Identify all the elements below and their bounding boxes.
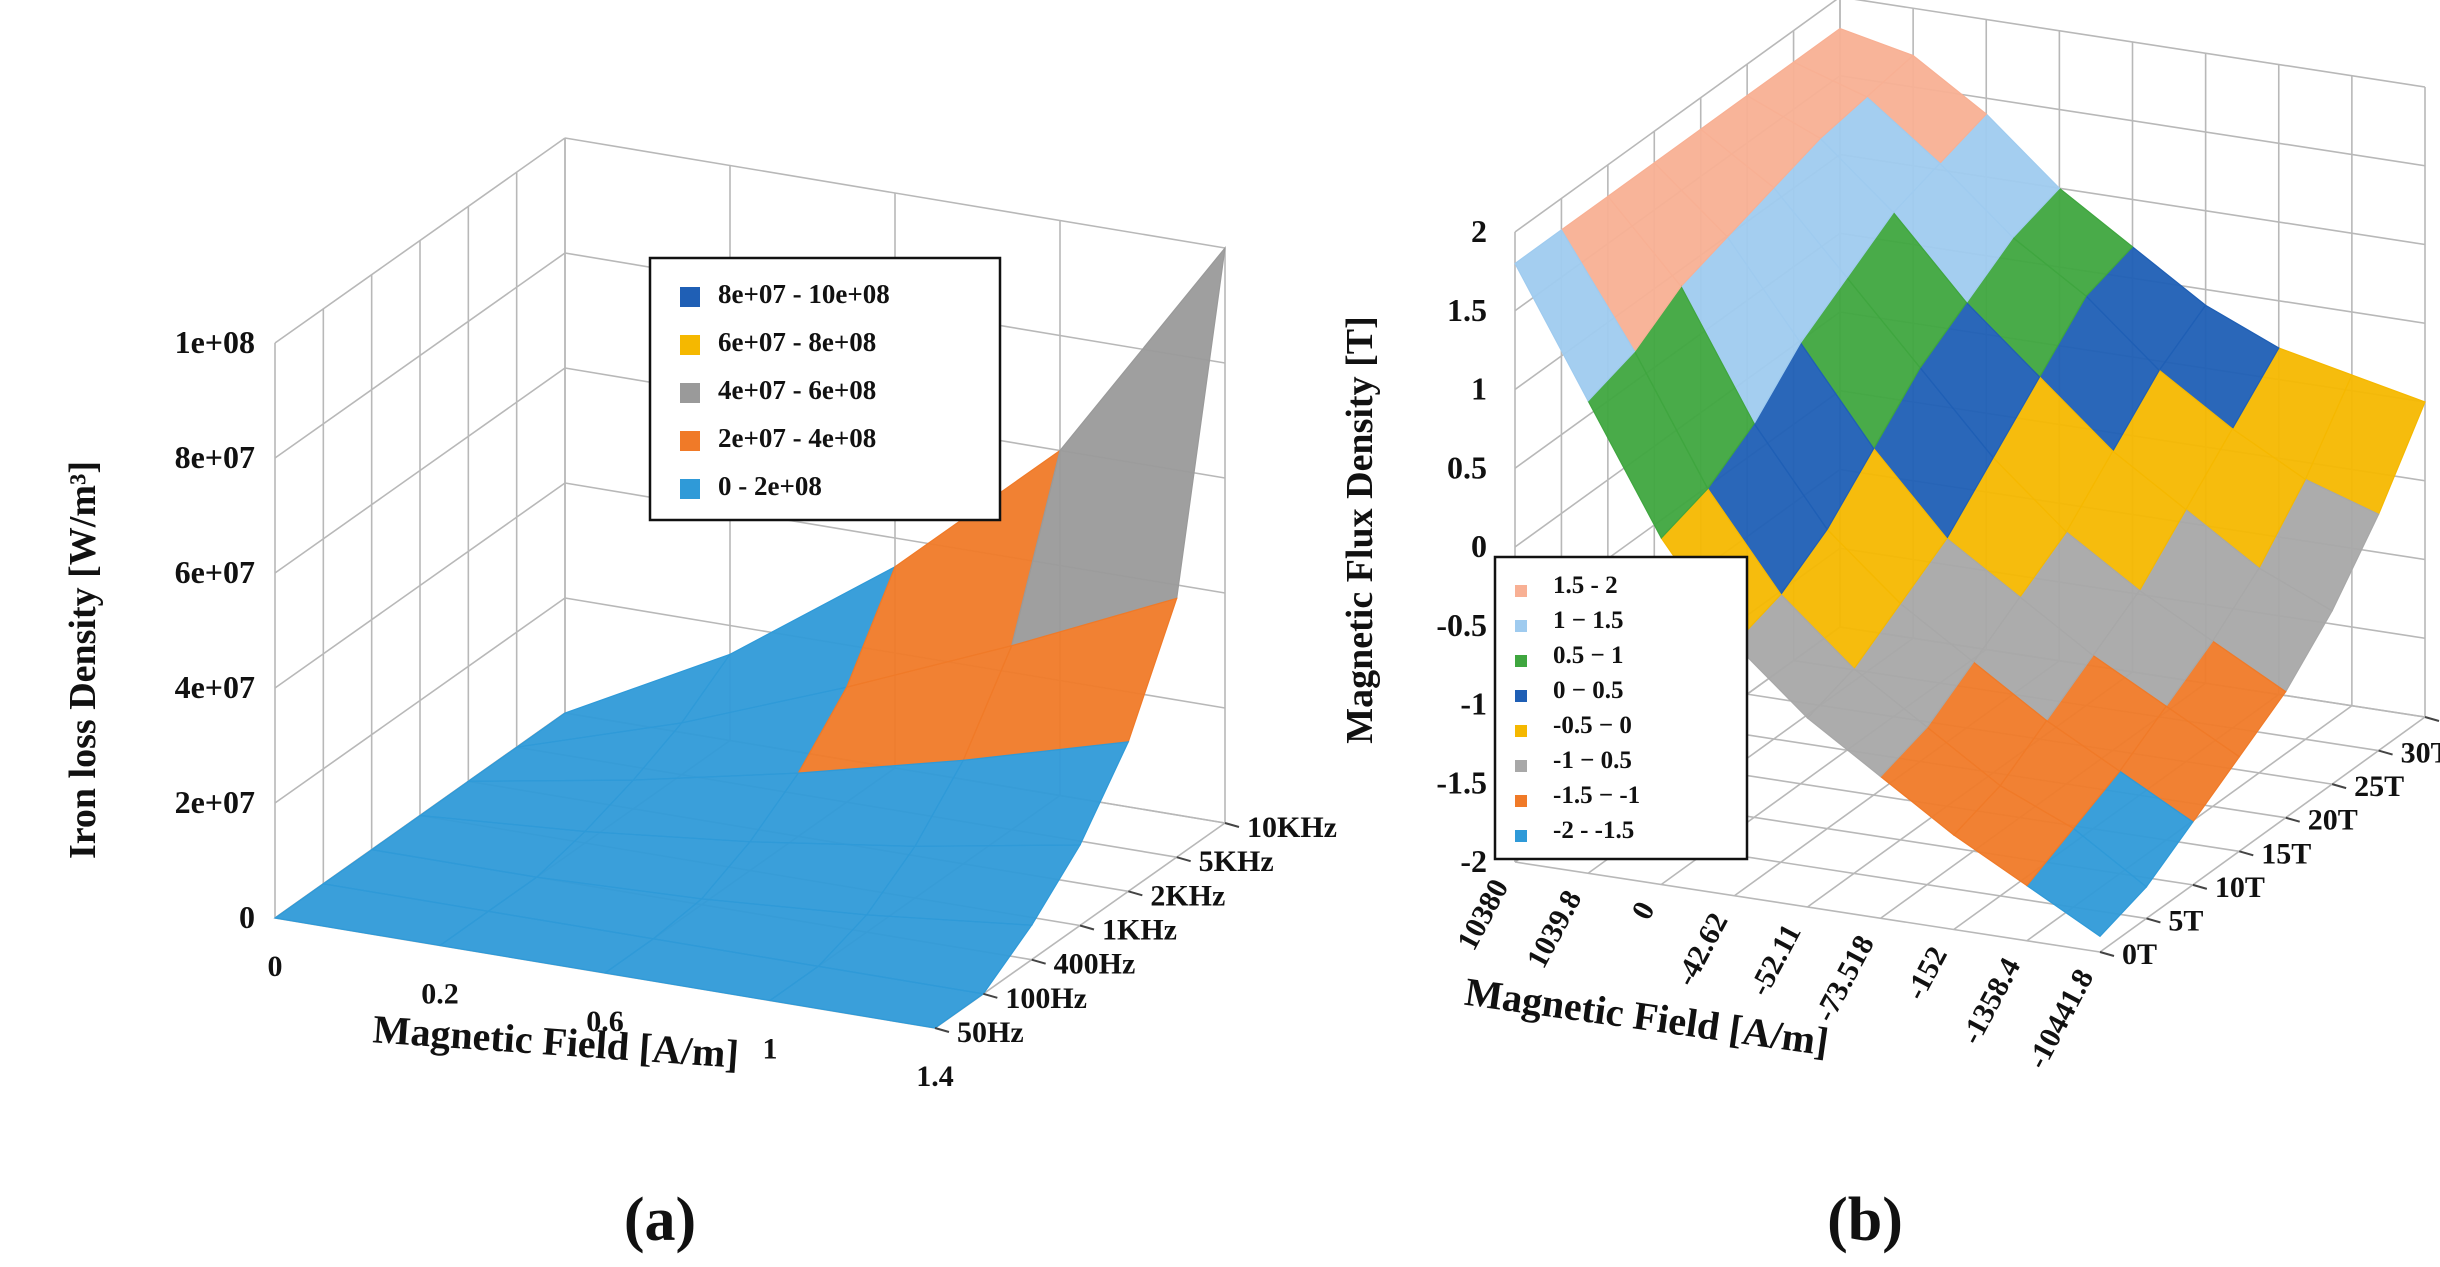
z-tick-label: 0	[239, 899, 255, 935]
y-tick-label: 20T	[2308, 804, 2358, 837]
y-tick-mark	[983, 992, 998, 999]
y-tick-label: 15T	[2261, 837, 2311, 870]
z-tick-label: -2	[1460, 843, 1487, 879]
y-tick-label: 0T	[2122, 938, 2157, 971]
y-tick-mark	[2424, 716, 2440, 722]
surface-patch	[768, 965, 985, 1029]
y-tick-label: 5KHz	[1199, 845, 1274, 878]
z-tick-label: 8e+07	[175, 439, 255, 475]
y-tick-mark	[1224, 822, 1240, 828]
surface-patch	[1514, 229, 1636, 402]
z-tick-label: -1	[1460, 686, 1487, 722]
x-tick-label: 1.4	[916, 1060, 954, 1093]
y-tick-mark	[2239, 850, 2254, 857]
legend-label: 0.5 − 1	[1553, 642, 1624, 669]
z-tick-label: -0.5	[1436, 607, 1487, 643]
x-tick-label: 0.2	[421, 978, 459, 1011]
legend-swatch	[1515, 620, 1527, 632]
y-tick-label: 2KHz	[1150, 879, 1225, 912]
z-tick-label: -1.5	[1436, 764, 1487, 800]
x-tick-label: 10380	[1451, 874, 1515, 956]
z-tick-label: 6e+07	[175, 554, 255, 590]
legend-label: 6e+07 - 8e+08	[718, 327, 876, 357]
x-tick-label: 0.6	[586, 1005, 624, 1038]
legend-swatch	[680, 479, 700, 499]
legend-label: -1 − 0.5	[1553, 747, 1632, 774]
legend-label: -0.5 − 0	[1553, 712, 1632, 739]
y-tick-label: 400Hz	[1054, 948, 1136, 981]
y-tick-mark	[2192, 883, 2208, 890]
z-tick-label: 2	[1471, 213, 1487, 249]
legend-label: 1 − 1.5	[1553, 607, 1624, 634]
legend-swatch	[1515, 655, 1527, 667]
z-tick-label: 2e+07	[175, 784, 255, 820]
panel-a-ylabel: Iron loss Density [W/m³]	[62, 461, 104, 859]
x-tick-label: 0	[268, 950, 283, 983]
y-tick-label: 1KHz	[1102, 914, 1177, 947]
legend-label: -1.5 − -1	[1553, 782, 1640, 809]
legend-swatch	[1515, 760, 1527, 772]
y-tick-label: 25T	[2354, 770, 2404, 803]
legend-label: 8e+07 - 10e+08	[718, 279, 890, 309]
y-tick-mark	[1079, 924, 1095, 931]
y-tick-label: 10KHz	[1247, 811, 1337, 844]
legend-label: 1.5 - 2	[1553, 572, 1618, 599]
legend-swatch	[1515, 795, 1527, 807]
y-tick-mark	[2378, 749, 2393, 756]
legend-label: 2e+07 - 4e+08	[718, 423, 876, 453]
y-tick-label: 10T	[2215, 871, 2265, 904]
x-tick-label: -42.62	[1669, 908, 1735, 992]
panel-a-chart: 0 0.2 0.6 1 1.4 50Hz100Hz400Hz1KHz2KHz5KHz10…	[62, 137, 1337, 1254]
y-tick-mark	[1128, 890, 1143, 897]
x-tick-label: -73.518	[1808, 930, 1881, 1027]
z-tick-label: 1	[1471, 371, 1487, 407]
legend-swatch	[1515, 585, 1527, 597]
x-tick-label: -1358.4	[1954, 953, 2027, 1050]
y-tick-mark	[934, 1027, 950, 1033]
y-tick-mark	[2099, 951, 2115, 957]
y-tick-label: 50Hz	[957, 1016, 1024, 1049]
legend-label: 0 − 0.5	[1553, 677, 1624, 704]
y-tick-mark	[1031, 958, 1046, 965]
legend-swatch	[1515, 690, 1527, 702]
legend-label: 4e+07 - 6e+08	[718, 375, 876, 405]
y-tick-label: 5T	[2168, 904, 2203, 937]
legend-label: -2 - -1.5	[1553, 817, 1634, 844]
z-tick-label: 1e+08	[175, 324, 255, 360]
y-tick-mark	[2285, 816, 2300, 823]
x-tick-label: 0	[1625, 896, 1661, 925]
panel-b-ylabel: Magnetic Flux Density [T]	[1339, 316, 1381, 743]
y-tick-mark	[1176, 856, 1191, 863]
legend-label: 0 - 2e+08	[718, 471, 822, 501]
panel-a-legend: 8e+07 - 10e+08 6e+07 - 8e+08 4e+07 - 6e+08…	[648, 256, 1002, 522]
y-tick-label: 100Hz	[1005, 982, 1087, 1015]
panel-b-label: (b)	[1827, 1186, 1903, 1254]
z-tick-label: 0.5	[1447, 449, 1487, 485]
legend-swatch	[680, 431, 700, 451]
legend-swatch	[680, 287, 700, 307]
z-tick-label: 4e+07	[175, 669, 255, 705]
x-tick-label: -10441.8	[2021, 964, 2101, 1074]
y-tick-label: 30T	[2401, 737, 2440, 770]
x-tick-label: 1	[763, 1033, 778, 1066]
panel-a-label: (a)	[624, 1186, 696, 1254]
panel-b-chart: 10380 1039.8 0 -42.62 -52.11 -73.518 -152 -1358…	[1339, 0, 2440, 1254]
surface-patch	[1010, 245, 1226, 647]
legend-swatch	[1515, 830, 1527, 842]
y-tick-mark	[2331, 783, 2347, 790]
legend-swatch	[680, 383, 700, 403]
z-tick-label: 1.5	[1447, 292, 1487, 328]
z-tick-label: 0	[1471, 528, 1487, 564]
x-tick-label: -152	[1899, 941, 1954, 1005]
legend-swatch	[680, 335, 700, 355]
x-tick-label: -52.11	[1743, 919, 1808, 1001]
panel-a-xlabel: Magnetic Field [A/m]	[372, 1006, 741, 1076]
y-tick-mark	[2146, 917, 2161, 924]
legend-swatch	[1515, 725, 1527, 737]
gridline-x-floor	[2099, 716, 2426, 953]
x-tick-label: 1039.8	[1520, 885, 1588, 973]
gridline-z-leftwall	[1514, 0, 1838, 233]
panel-b-legend: 1.5 - 2 1 − 1.5 0.5 − 1 0 − 0.5 -0.5 − 0 -1 −…	[1493, 555, 1749, 861]
